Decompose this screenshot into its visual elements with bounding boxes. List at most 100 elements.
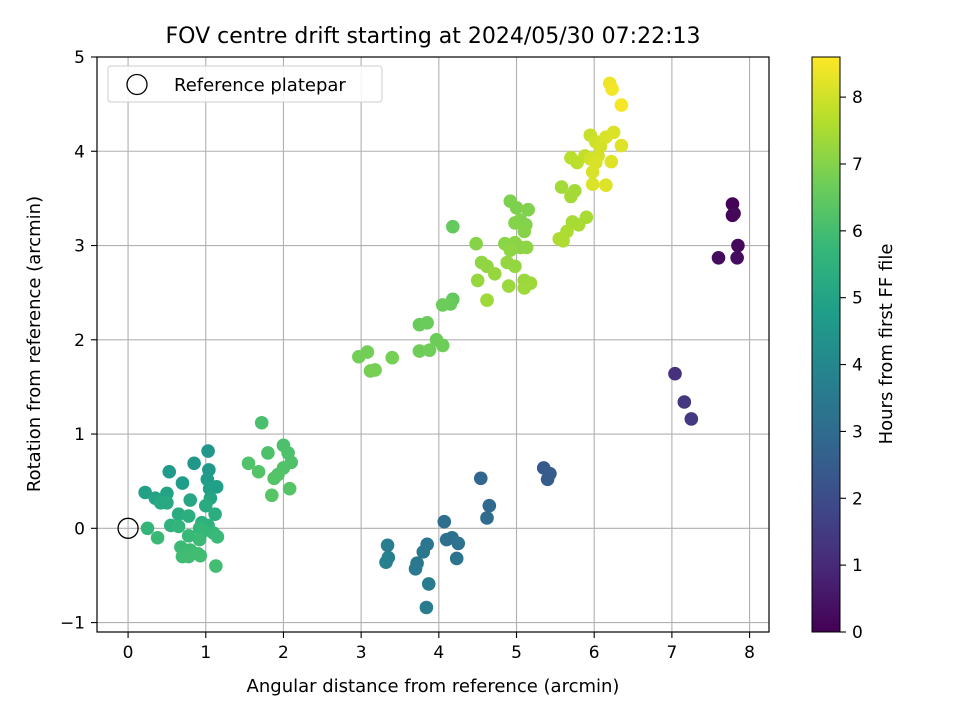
data-point [437,514,452,529]
data-point [385,350,400,365]
data-point [360,345,375,359]
data-point [181,509,196,523]
data-point [251,464,266,479]
data-point [519,240,534,255]
data-point [183,493,198,507]
data-point [614,138,629,153]
data-point [198,498,213,513]
x-tick-label: 3 [356,643,367,663]
y-tick-label: 5 [74,48,85,68]
x-tick-label: 0 [123,643,134,663]
data-point [175,476,190,490]
x-tick-label: 6 [589,643,600,663]
colorbar-ticks: 0 1 2 3 4 5 6 7 8 [840,88,863,643]
y-tick-label: 0 [74,519,85,539]
x-tick-label: 2 [278,643,289,663]
data-point [585,165,600,179]
data-point [379,555,393,570]
data-point [480,293,494,307]
legend-label: Reference platepar [174,75,346,96]
data-point [140,521,155,536]
data-point [193,548,208,563]
data-point [571,217,586,232]
colorbar-gradient [811,56,841,633]
data-point [614,98,629,112]
y-tick-label: 1 [74,425,85,445]
data-point [192,532,207,547]
data-point [599,178,613,192]
data-point [181,549,196,564]
data-point [585,177,600,192]
colorbar-tick-label: 4 [852,356,863,376]
data-point [162,464,177,479]
data-point [606,125,621,140]
legend-box [107,65,383,103]
y-tick-label: −1 [60,614,85,634]
colorbar [811,56,841,633]
data-point [209,559,223,573]
colorbar-tick-label: 5 [852,289,863,309]
x-tick-label: 5 [511,643,522,663]
data-point [727,206,741,221]
data-point [487,267,502,281]
y-tick-label: 3 [74,237,85,257]
colorbar-label: Hours from first FF file [876,244,897,445]
data-point [368,363,382,377]
data-point [509,201,524,215]
colorbar-tick-label: 6 [852,222,863,242]
data-point [420,316,434,330]
data-points [138,76,745,615]
colorbar-tick-label: 1 [852,556,863,576]
legend-marker-icon [126,73,148,96]
colorbar-tick-label: 0 [852,623,863,643]
grid-lines [97,56,769,632]
data-point [380,538,395,553]
x-tick-label: 4 [433,643,444,663]
chart-title: FOV centre drift starting at 2024/05/30 … [166,24,701,49]
data-point [711,250,726,265]
data-point [449,551,464,566]
data-point [451,536,466,551]
axis-ticks: 0 1 2 3 4 5 6 7 8 −1 0 1 2 3 4 5 [60,48,755,663]
y-tick-label: 4 [74,142,85,162]
data-point [419,600,434,615]
data-point [508,259,522,274]
data-point [564,189,578,204]
data-point [171,519,186,534]
data-point [521,202,535,217]
data-point [473,471,488,486]
data-point [241,456,256,471]
colorbar-tick-label: 8 [852,88,863,108]
data-point [435,298,450,312]
data-point [208,507,222,521]
data-point [181,529,196,543]
x-tick-label: 7 [666,643,677,663]
data-point [261,446,275,460]
data-point [605,82,619,96]
data-point [668,366,682,381]
data-point [421,577,436,591]
data-point [604,154,619,169]
data-point [508,216,522,230]
data-point [554,180,569,194]
data-point [210,529,225,544]
data-point [150,530,165,545]
data-point [503,243,518,258]
data-point [408,562,423,576]
data-point [416,545,431,559]
y-tick-label: 2 [74,331,85,351]
data-point [540,472,555,487]
data-point [684,412,699,426]
data-point [469,236,483,251]
x-tick-label: 8 [744,643,755,663]
data-point [482,498,497,513]
reference-platepar-marker [117,517,139,539]
data-point [731,238,745,253]
data-point [264,488,279,503]
y-axis-label: Rotation from reference (arcmin) [24,196,45,492]
data-point [171,507,186,521]
legend: Reference platepar [107,65,383,103]
colorbar-tick-label: 7 [852,155,863,175]
data-point [201,444,215,458]
